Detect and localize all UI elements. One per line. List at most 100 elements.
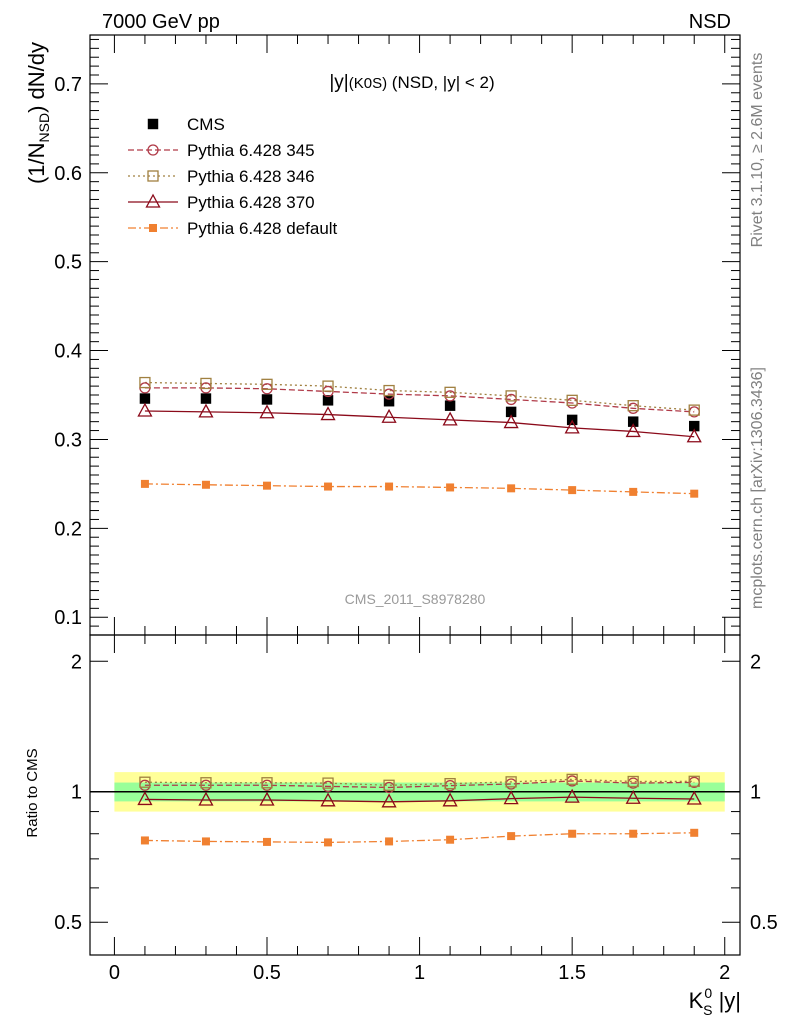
legend-marker-p346 xyxy=(147,170,159,182)
legend-label-p345: Pythia 6.428 345 xyxy=(187,141,315,160)
data-point-pdefault xyxy=(507,484,516,493)
legend-label-p370: Pythia 6.428 370 xyxy=(187,193,315,212)
ratio-point-pdefault xyxy=(201,837,210,846)
legend-marker-cms xyxy=(147,118,159,130)
mcplots-label: mcplots.cern.ch [arXiv:1306.3436] xyxy=(749,367,766,609)
data-point-p370 xyxy=(259,404,275,419)
data-point-p370 xyxy=(503,414,519,429)
y-tick-label: 0.2 xyxy=(54,518,82,540)
ratio-point-p346 xyxy=(627,775,639,788)
ratio-point-pdefault xyxy=(446,835,455,844)
x-tick-label: 2 xyxy=(719,962,730,984)
y-tick-label: 0.1 xyxy=(54,607,82,629)
data-point-pdefault xyxy=(568,486,577,495)
data-point-p370 xyxy=(686,428,702,443)
ratio-y-tick-label-right: 0.5 xyxy=(750,912,778,934)
ratio-frame xyxy=(89,634,741,956)
ratio-point-p370 xyxy=(198,791,214,806)
y-tick-label: 0.3 xyxy=(54,429,82,451)
legend-marker-p370 xyxy=(145,193,161,208)
data-point-pdefault xyxy=(690,489,699,498)
ratio-point-p370 xyxy=(625,789,641,804)
data-point-p370 xyxy=(137,402,153,417)
data-point-p346 xyxy=(322,380,334,392)
ratio-line-p370 xyxy=(144,796,695,803)
data-point-p346 xyxy=(383,384,395,397)
ratio-y-tick-label: 2 xyxy=(71,651,82,673)
ratio-point-p346 xyxy=(139,776,151,788)
series-line-pdefault xyxy=(144,483,695,495)
data-point-cms xyxy=(200,393,212,404)
ratio-panel: 0.5 0.5 1 1 2 2 0 0.5 1 1.5 2 Ratio to CMS K0 S |y| xyxy=(24,634,778,1018)
ratio-line-pdefault xyxy=(144,832,695,844)
data-point-p370 xyxy=(381,408,397,423)
data-point-cms xyxy=(139,393,151,404)
ratio-point-p346 xyxy=(566,773,578,786)
ratio-y-tick-label-right: 2 xyxy=(750,651,761,673)
data-point-p370 xyxy=(198,403,214,418)
legend-label-cms: CMS xyxy=(187,115,225,134)
event-class-label: NSD xyxy=(689,11,731,33)
data-point-p346 xyxy=(627,400,639,412)
legend-label-p346: Pythia 6.428 346 xyxy=(187,167,315,186)
ratio-point-pdefault xyxy=(629,829,638,838)
data-point-cms xyxy=(383,395,395,407)
x-tick-label: 1.5 xyxy=(558,962,586,984)
ratio-point-p370 xyxy=(503,790,519,805)
ratio-axis-label: Ratio to CMS xyxy=(24,748,41,837)
x-tick-label: 0.5 xyxy=(253,962,281,984)
ratio-point-pdefault xyxy=(507,832,516,841)
data-point-pdefault xyxy=(324,482,333,491)
data-point-cms xyxy=(322,395,334,406)
ratio-line-p345 xyxy=(144,780,695,789)
series-line-p345 xyxy=(144,387,695,413)
ratio-point-p346 xyxy=(444,777,456,790)
ratio-y-tick-label: 0.5 xyxy=(54,912,82,934)
legend-label-pdefault: Pythia 6.428 default xyxy=(187,219,338,238)
ratio-line-p346 xyxy=(144,778,695,786)
data-point-p370 xyxy=(320,406,336,421)
data-point-p370 xyxy=(564,419,580,434)
ratio-point-pdefault xyxy=(568,829,577,838)
x-tick-label: 0 xyxy=(109,962,120,984)
data-point-cms xyxy=(627,416,639,427)
data-point-pdefault xyxy=(140,479,149,488)
legend: CMS Pythia 6.428 345 Pythia 6.428 346 Pythi… xyxy=(128,115,338,238)
plot-title: |y|(K0S) (NSD, |y| < 2) xyxy=(329,72,494,93)
ratio-point-pdefault xyxy=(262,837,271,846)
data-point-p346 xyxy=(200,377,212,390)
ratio-point-p346 xyxy=(261,777,273,789)
data-point-p370 xyxy=(625,423,641,438)
data-point-pdefault xyxy=(262,481,271,490)
data-point-p346 xyxy=(261,378,273,390)
legend-marker-pdefault xyxy=(149,224,157,232)
x-tick-label: 1 xyxy=(414,962,425,984)
ratio-point-p346 xyxy=(505,776,517,788)
main-panel: 0.1 0.2 0.3 0.4 0.5 0.6 0.7 |y|(K0S) (NSD, |y|… xyxy=(24,34,741,636)
rivet-version-label: Rivet 3.1.10, ≥ 2.6M events xyxy=(749,53,766,248)
data-point-p370 xyxy=(442,411,458,426)
data-point-cms xyxy=(261,394,273,405)
y-tick-label: 0.6 xyxy=(54,163,82,185)
ratio-point-p370 xyxy=(381,793,397,808)
ratio-point-p370 xyxy=(320,792,336,807)
ratio-point-p370 xyxy=(137,791,153,806)
legend-marker-p345 xyxy=(147,144,159,156)
beam-energy-label: 7000 GeV pp xyxy=(102,11,220,33)
data-point-pdefault xyxy=(446,483,455,492)
y-axis-label: (1/NNSD) dN/dy xyxy=(24,42,52,184)
y-tick-label: 0.4 xyxy=(54,341,82,363)
ratio-point-p346 xyxy=(322,777,334,789)
ratio-point-pdefault xyxy=(690,828,699,837)
data-point-p346 xyxy=(444,386,456,398)
y-tick-label: 0.5 xyxy=(54,252,82,274)
data-point-pdefault xyxy=(629,487,638,496)
ratio-point-pdefault xyxy=(324,838,333,847)
ratio-point-p346 xyxy=(383,779,395,791)
x-axis-label: K0 S |y| xyxy=(689,985,741,1018)
data-point-cms xyxy=(689,420,700,432)
data-point-pdefault xyxy=(201,480,210,489)
ratio-point-p346 xyxy=(200,777,212,789)
series-line-p346 xyxy=(144,381,695,411)
